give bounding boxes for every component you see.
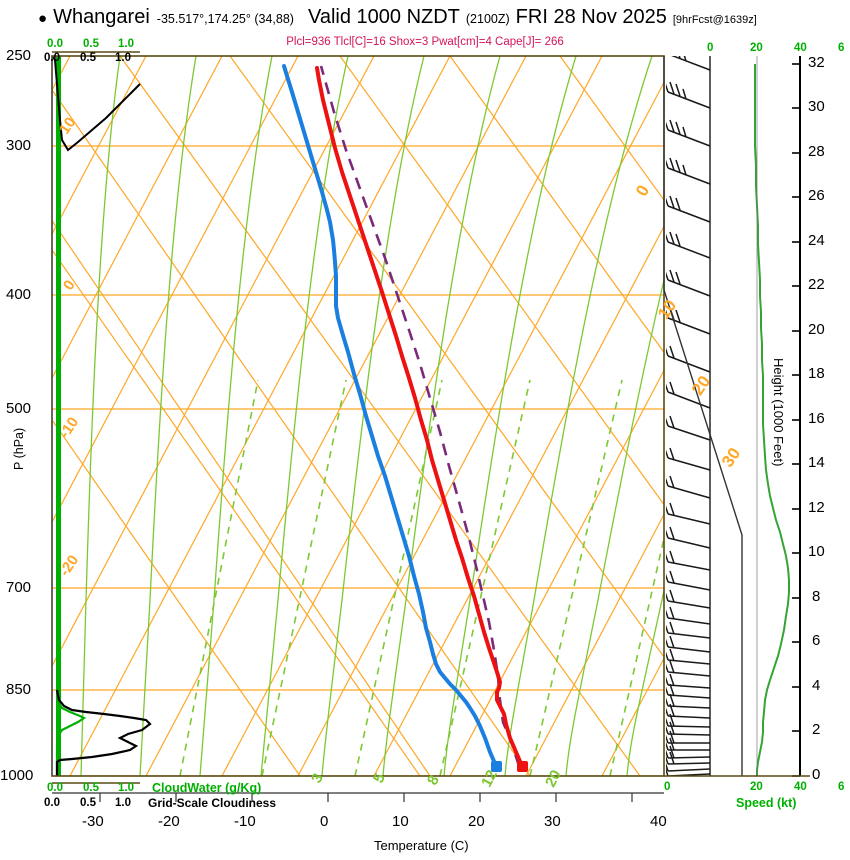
speed-top-tick-40: 40	[794, 42, 807, 54]
cloudiness-top-tick-2: 1.0	[115, 52, 131, 64]
speed-top-tick-0: 0	[707, 42, 714, 54]
station-coords: -35.517°,174.25° (34,88)	[156, 12, 294, 26]
cloudwater-top-tick-2: 1.0	[118, 38, 134, 50]
height-tick-20: 20	[808, 321, 825, 338]
pressure-tick-700: 700	[6, 579, 32, 596]
valid-date: FRI 28 Nov 2025	[515, 6, 667, 28]
station-name: Whangarei	[53, 6, 150, 28]
sounding-parameters: Plcl=936 Tlcl[C]=16 Shox=3 Pwat[cm]=4 Ca…	[286, 36, 564, 48]
cloudwater-top-tick-1: 0.5	[83, 38, 99, 50]
height-tick-6: 6	[812, 632, 821, 649]
temperature-axis-label: Temperature (C)	[374, 838, 469, 853]
dewpoint-curve	[282, 64, 498, 768]
height-tick-2: 2	[812, 721, 821, 738]
valid-time: Valid 1000 NZDT	[307, 6, 460, 28]
temperature-tick-10: 10	[392, 813, 409, 830]
cloudwater-tick-0: 0.0	[47, 782, 63, 794]
pressure-tick-300: 300	[6, 137, 32, 154]
height-tick-26: 26	[808, 187, 825, 204]
temperature-tick-30: 30	[544, 813, 561, 830]
moist-adiabat-lines	[80, 56, 664, 776]
cloudwater-zero-axis	[56, 56, 61, 776]
temperature-tick-40: 40	[650, 813, 667, 830]
cloudiness-tick-0: 0.0	[44, 797, 60, 809]
speed-tick-20: 20	[750, 781, 763, 793]
cloudwater-tick-2: 1.0	[118, 782, 134, 794]
height-tick-24: 24	[808, 232, 825, 249]
temperature-tick-20: 20	[468, 813, 485, 830]
cloudiness-top-tick-0: 0.0	[44, 52, 60, 64]
height-tick-30: 30	[808, 98, 825, 115]
temperature-tick--20: -20	[158, 813, 180, 830]
pressure-tick-400: 400	[6, 286, 32, 303]
pressure-tick-500: 500	[6, 400, 32, 417]
temperature-curve	[315, 66, 524, 768]
speed-top-tick-20: 20	[750, 42, 763, 54]
station-marker-icon: ●	[38, 10, 48, 27]
forecast-hour: [9hrFcst@1639z]	[672, 14, 757, 26]
height-axis-label: Height (1000 Feet)	[771, 358, 786, 467]
temperature-tick--10: -10	[234, 813, 256, 830]
cloudiness-axis-label: Grid-Scale Cloudiness	[148, 796, 277, 810]
height-tick-8: 8	[812, 588, 821, 605]
temperature-axis-ticks	[99, 793, 633, 802]
height-tick-22: 22	[808, 276, 825, 293]
speed-tick-40: 40	[794, 781, 807, 793]
speed-tick-60: 6	[838, 781, 845, 793]
isobar-lines	[52, 145, 664, 776]
wind-column-border	[663, 56, 743, 776]
mixing-ratio-lines	[179, 379, 664, 776]
cloudwater-curve	[55, 689, 87, 776]
surface-dewpoint-marker	[491, 761, 502, 772]
height-tick-14: 14	[808, 454, 825, 471]
cloudiness-tick-2: 1.0	[115, 797, 131, 809]
height-tick-12: 12	[808, 499, 825, 516]
height-tick-32: 32	[808, 54, 825, 71]
pressure-tick-250: 250	[6, 47, 32, 64]
pressure-axis-label: P (hPa)	[12, 427, 26, 470]
wind-barbs	[666, 56, 711, 776]
pressure-tick-1000: 1000	[0, 767, 34, 784]
height-tick-4: 4	[812, 677, 821, 694]
height-tick-16: 16	[808, 410, 825, 427]
speed-tick-0: 0	[664, 781, 671, 793]
height-tick-18: 18	[808, 365, 825, 382]
cloudiness-curve-upper	[51, 55, 141, 152]
temperature-tick-0: 0	[320, 813, 329, 830]
cloudwater-tick-1: 0.5	[83, 782, 99, 794]
speed-top-tick-60: 6	[838, 42, 845, 54]
cloudiness-tick-1: 0.5	[80, 797, 96, 809]
cloudiness-top-tick-1: 0.5	[80, 52, 96, 64]
valid-utc: (2100Z)	[465, 12, 510, 26]
height-tick-0: 0	[812, 766, 821, 783]
height-tick-28: 28	[808, 143, 825, 160]
wind-speed-profile-curve	[754, 64, 790, 776]
cloudiness-curve-lower	[55, 689, 152, 776]
cloudwater-top-tick-0: 0.0	[47, 38, 63, 50]
speed-axis-label: Speed (kt)	[736, 796, 797, 810]
parcel-path-curve	[319, 65, 521, 767]
height-ticks-marks	[792, 63, 800, 777]
height-tick-10: 10	[808, 543, 825, 560]
chart-header: ● Whangarei -35.517°,174.25° (34,88) Val…	[0, 6, 850, 32]
surface-temperature-marker	[517, 761, 528, 772]
cloudwater-axis-label: CloudWater (g/Kg)	[152, 781, 262, 795]
pressure-tick-850: 850	[6, 681, 32, 698]
temperature-tick--30: -30	[82, 813, 104, 830]
